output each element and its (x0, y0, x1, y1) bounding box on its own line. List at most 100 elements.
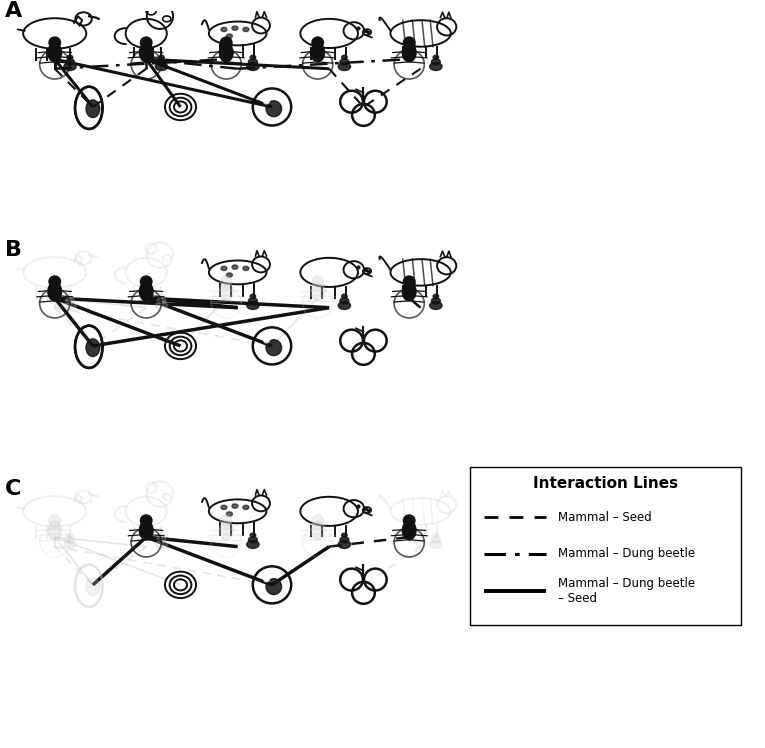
Ellipse shape (402, 282, 416, 301)
Ellipse shape (66, 537, 74, 543)
Ellipse shape (311, 282, 324, 301)
Ellipse shape (86, 339, 99, 357)
Ellipse shape (155, 301, 168, 310)
Ellipse shape (67, 294, 73, 298)
Ellipse shape (243, 505, 249, 509)
Circle shape (403, 515, 415, 526)
Ellipse shape (247, 301, 259, 310)
Circle shape (220, 37, 232, 48)
Ellipse shape (155, 541, 168, 548)
Text: Interaction Lines: Interaction Lines (533, 476, 678, 491)
Ellipse shape (249, 59, 257, 65)
Text: Mammal – Dung beetle: Mammal – Dung beetle (558, 548, 695, 560)
Text: A: A (5, 1, 22, 22)
Ellipse shape (67, 55, 73, 59)
Ellipse shape (63, 541, 76, 548)
Ellipse shape (243, 28, 249, 31)
Circle shape (312, 37, 324, 48)
Ellipse shape (338, 541, 350, 548)
Circle shape (312, 276, 324, 287)
Circle shape (403, 276, 415, 287)
Ellipse shape (250, 55, 256, 59)
Ellipse shape (250, 533, 256, 537)
Ellipse shape (63, 63, 76, 70)
Ellipse shape (232, 265, 238, 269)
Ellipse shape (63, 301, 76, 310)
Ellipse shape (433, 533, 438, 537)
Circle shape (141, 276, 152, 287)
Ellipse shape (402, 43, 416, 62)
Ellipse shape (232, 26, 238, 30)
Ellipse shape (226, 512, 233, 516)
Ellipse shape (66, 298, 74, 304)
Ellipse shape (433, 294, 438, 298)
Ellipse shape (48, 43, 62, 62)
Ellipse shape (266, 579, 282, 595)
Ellipse shape (158, 294, 164, 298)
Circle shape (220, 276, 232, 287)
Ellipse shape (340, 298, 349, 304)
Ellipse shape (264, 338, 269, 343)
Ellipse shape (266, 101, 282, 117)
Ellipse shape (264, 99, 269, 104)
Ellipse shape (157, 59, 166, 65)
Circle shape (141, 515, 152, 526)
Ellipse shape (67, 533, 73, 537)
Ellipse shape (433, 55, 438, 59)
Ellipse shape (340, 59, 349, 65)
Circle shape (220, 515, 232, 526)
Circle shape (49, 276, 60, 287)
Text: C: C (5, 479, 21, 499)
Circle shape (49, 37, 60, 48)
Circle shape (49, 515, 60, 526)
Ellipse shape (340, 537, 349, 543)
Ellipse shape (232, 504, 238, 508)
Circle shape (403, 37, 415, 48)
Ellipse shape (342, 55, 347, 59)
Circle shape (141, 37, 152, 48)
Ellipse shape (431, 59, 441, 65)
Ellipse shape (338, 63, 350, 70)
Ellipse shape (157, 537, 166, 543)
Ellipse shape (221, 28, 227, 31)
Ellipse shape (311, 521, 324, 540)
Ellipse shape (221, 266, 227, 271)
Ellipse shape (220, 282, 233, 301)
Ellipse shape (221, 505, 227, 509)
Text: Mammal – Dung beetle
– Seed: Mammal – Dung beetle – Seed (558, 577, 695, 604)
Ellipse shape (139, 43, 153, 62)
Ellipse shape (226, 273, 233, 278)
Ellipse shape (48, 521, 62, 540)
Ellipse shape (247, 541, 259, 548)
Ellipse shape (66, 59, 74, 65)
Ellipse shape (402, 521, 416, 540)
Ellipse shape (139, 521, 153, 540)
Text: B: B (5, 240, 22, 260)
Ellipse shape (158, 533, 164, 537)
Ellipse shape (86, 577, 99, 595)
Text: Mammal – Seed: Mammal – Seed (558, 511, 652, 524)
Ellipse shape (430, 301, 442, 310)
Ellipse shape (250, 294, 256, 298)
Ellipse shape (249, 298, 257, 304)
Ellipse shape (311, 43, 324, 62)
Ellipse shape (243, 266, 249, 271)
Ellipse shape (220, 43, 233, 62)
Ellipse shape (338, 301, 350, 310)
Ellipse shape (86, 100, 99, 117)
Ellipse shape (264, 577, 269, 582)
Ellipse shape (430, 541, 442, 548)
Ellipse shape (220, 521, 233, 540)
Ellipse shape (431, 537, 441, 543)
FancyBboxPatch shape (470, 468, 741, 625)
Ellipse shape (158, 55, 164, 59)
Ellipse shape (430, 63, 442, 70)
Ellipse shape (139, 282, 153, 301)
Ellipse shape (157, 298, 166, 304)
Ellipse shape (249, 537, 257, 543)
Ellipse shape (155, 63, 168, 70)
Ellipse shape (247, 63, 259, 70)
Ellipse shape (226, 34, 233, 38)
Ellipse shape (266, 340, 282, 355)
Ellipse shape (431, 298, 441, 304)
